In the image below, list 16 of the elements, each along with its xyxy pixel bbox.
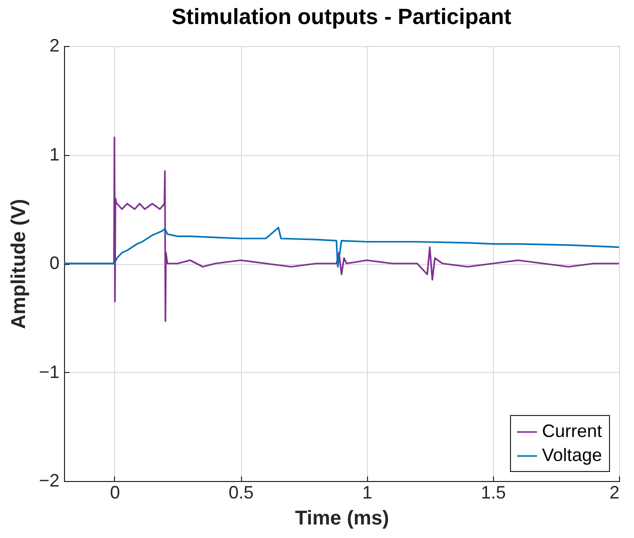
y-tick-label: 2 — [49, 36, 60, 56]
line-series — [64, 226, 619, 268]
x-tick-label: 0 — [110, 482, 120, 502]
y-tick-label: 0 — [49, 253, 60, 273]
y-tick-label: −1 — [38, 362, 60, 382]
x-tick-label: 2 — [609, 482, 620, 502]
x-tick-label: 1.5 — [480, 482, 506, 502]
y-tick-label: 1 — [49, 144, 60, 164]
x-tick-label: 1 — [362, 482, 372, 502]
x-tick-label: 0.5 — [228, 482, 254, 502]
legend-label: Voltage — [542, 445, 602, 465]
chart-title: Stimulation outputs - Participant — [172, 4, 512, 29]
y-axis-title: Amplitude (V) — [8, 199, 30, 329]
legend-label: Current — [542, 421, 602, 441]
x-axis-title: Time (ms) — [294, 508, 390, 530]
y-tick-label: −2 — [38, 470, 60, 490]
